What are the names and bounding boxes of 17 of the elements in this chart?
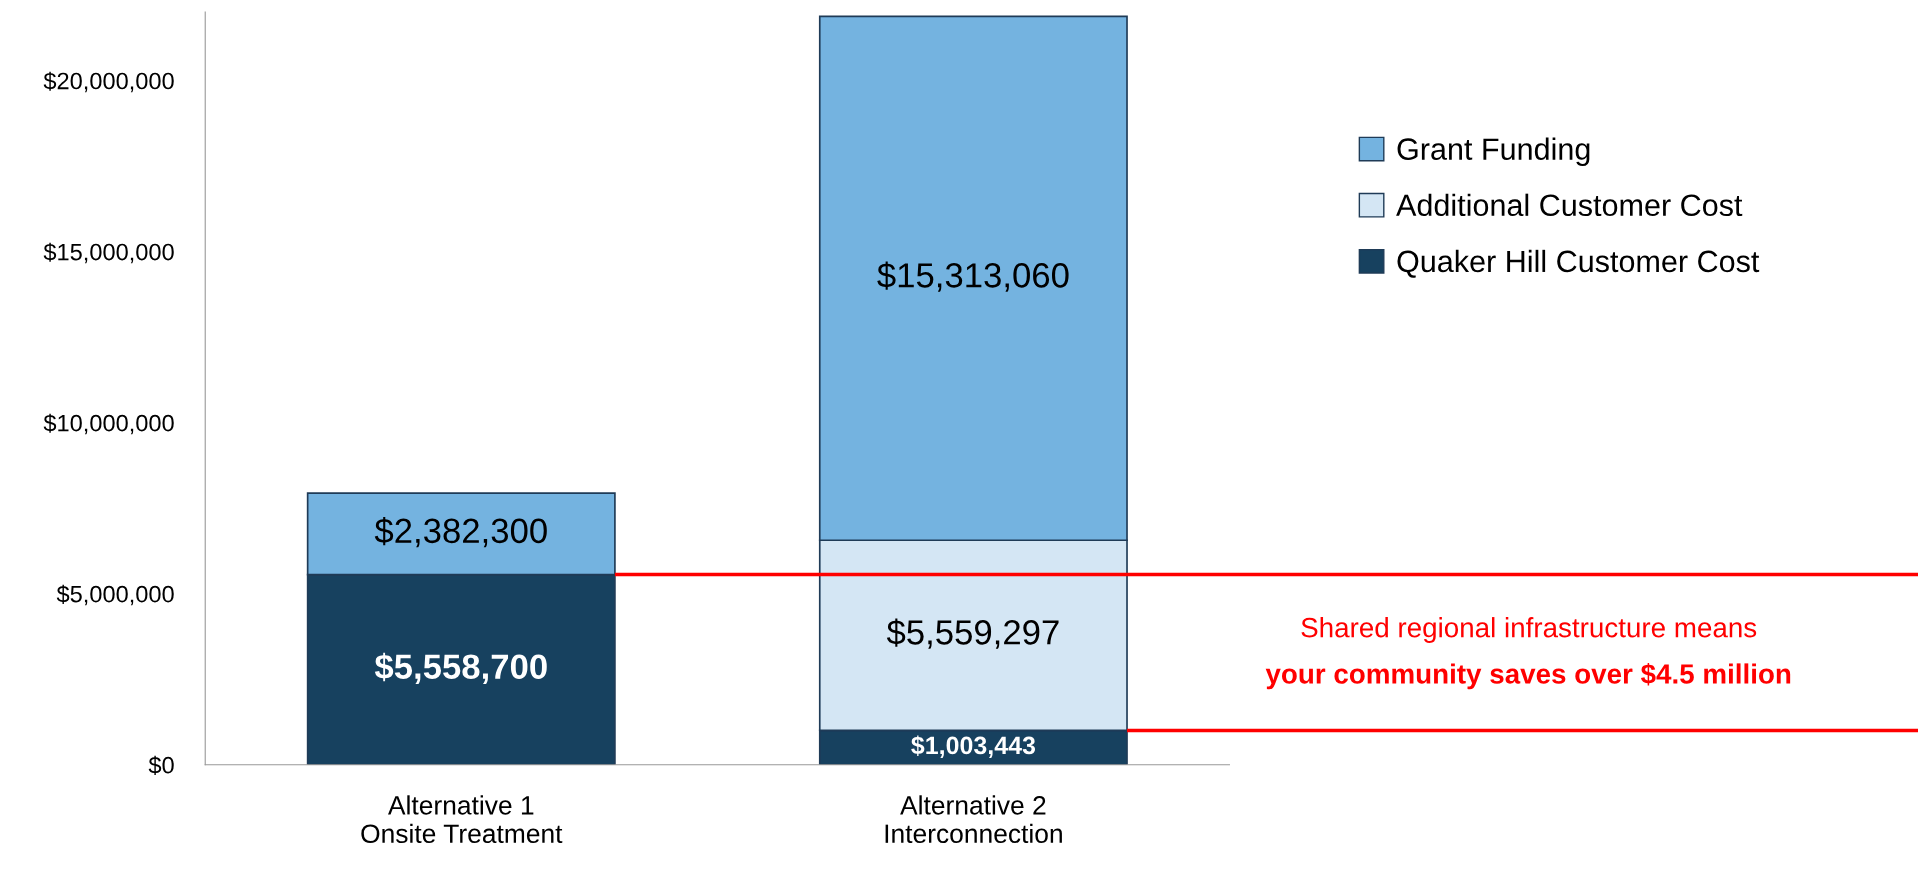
y-tick-label: $15,000,000 [43, 242, 174, 264]
text: your community saves over $4.5 million [1265, 662, 1791, 690]
text: Shared regional infrastructure means [1301, 617, 1757, 643]
x-tick-label: Alternative 2 Interconnection [885, 795, 1062, 844]
data-label: $15,313,060 [877, 261, 1069, 292]
y-tick-label: $10,000,000 [43, 413, 174, 435]
data-label: $5,559,297 [886, 618, 1059, 649]
y-tick-label: $5,000,000 [56, 584, 174, 606]
legend-label: Additional Customer Cost [1396, 193, 1743, 217]
y-tick-label: $20,000,000 [43, 71, 174, 93]
legend-label: Quaker Hill Customer Cost [1397, 249, 1760, 278]
x-tick-label: Alternative 1 Onsite Treatment [361, 795, 563, 844]
data-label: $1,003,443 [911, 735, 1036, 758]
legend-label: Grant Funding [1397, 137, 1590, 167]
data-label: $2,382,300 [374, 517, 547, 548]
y-tick-label: $0 [148, 755, 174, 775]
data-label: $5,558,700 [374, 652, 547, 684]
